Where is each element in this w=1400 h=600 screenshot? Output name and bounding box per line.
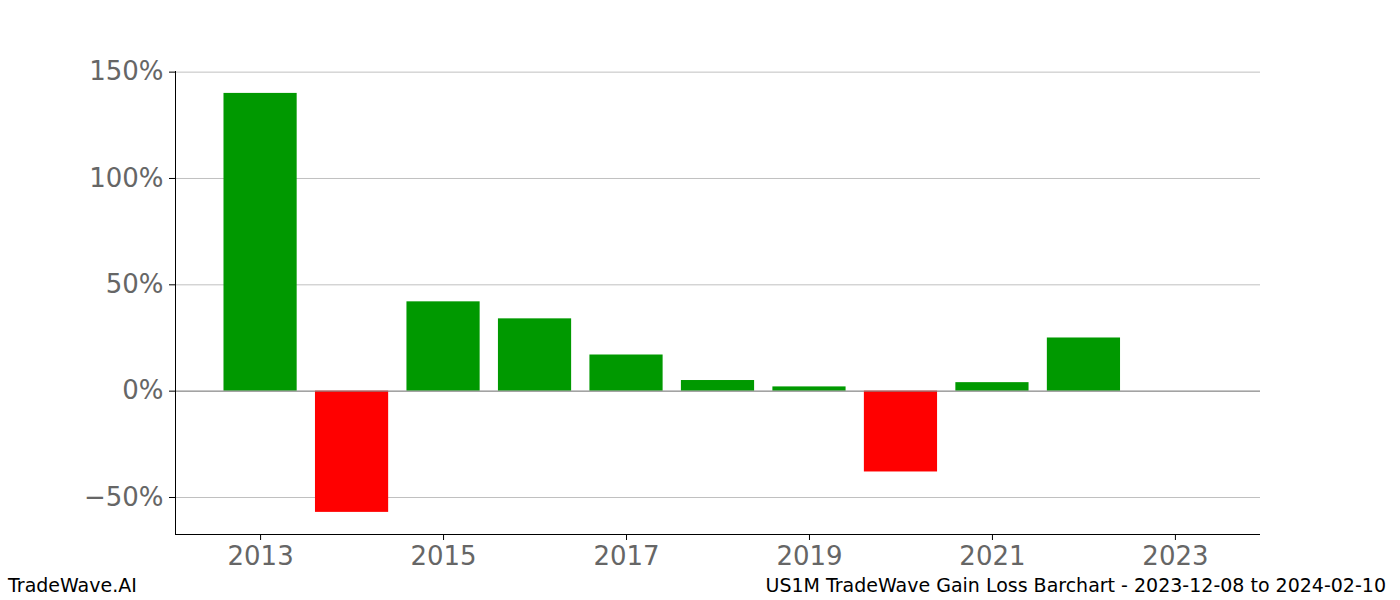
svg-text:2015: 2015 xyxy=(410,541,476,571)
svg-text:2019: 2019 xyxy=(776,541,842,571)
svg-text:−50%: −50% xyxy=(84,482,164,512)
svg-text:2017: 2017 xyxy=(593,541,659,571)
svg-text:2023: 2023 xyxy=(1142,541,1208,571)
svg-text:2021: 2021 xyxy=(959,541,1025,571)
html-text:TradeWave.AI: TradeWave.AI xyxy=(8,574,137,596)
svg-text:100%: 100% xyxy=(89,163,163,193)
svg-text:0%: 0% xyxy=(122,375,163,405)
svg-text:150%: 150% xyxy=(89,56,163,86)
svg-text:2013: 2013 xyxy=(227,541,293,571)
svg-text:50%: 50% xyxy=(106,269,164,299)
html-text:US1M TradeWave Gain Loss Barch: US1M TradeWave Gain Loss Barchart - 2023… xyxy=(765,574,1386,596)
